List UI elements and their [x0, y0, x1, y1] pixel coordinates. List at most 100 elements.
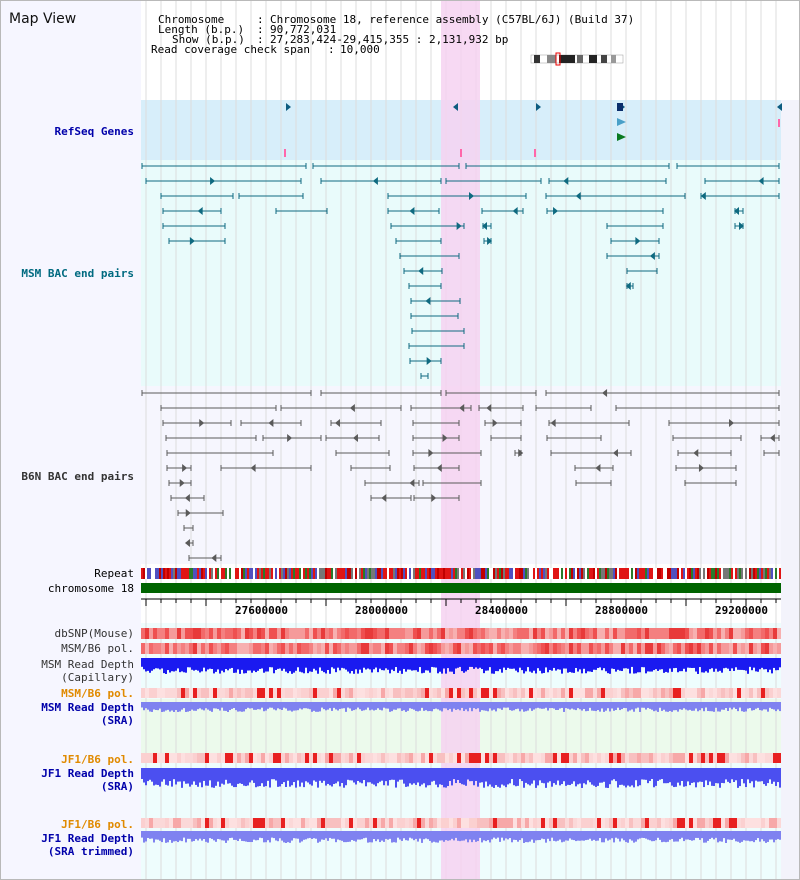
- jf1-b6-pol-cell: [337, 753, 341, 763]
- msm-b6-pol-cell: [313, 643, 317, 654]
- msm-depth-sra-bar: [541, 702, 543, 709]
- msm-b6-pol-cell: [589, 643, 593, 654]
- repeat-segment: [229, 568, 231, 579]
- track-label-jf1-b6-pol-2[interactable]: JF1/B6 pol.: [61, 818, 134, 831]
- msm-depth-sra-bar: [591, 702, 593, 711]
- repeat-segment: [485, 568, 487, 579]
- repeat-segment: [173, 568, 175, 579]
- repeat-segment: [433, 568, 435, 579]
- msm-b6-pol-2-cell: [485, 688, 489, 698]
- colon-sep-3: :: [257, 33, 264, 46]
- msm-b6-pol-cell: [753, 643, 757, 654]
- track-label-msm-bac[interactable]: MSM BAC end pairs: [21, 267, 134, 280]
- msm-b6-pol-cell: [401, 643, 405, 654]
- msm-b6-pol-cell: [329, 643, 333, 654]
- jf1-b6-pol-2-cell: [549, 818, 553, 828]
- msm-depth-sra-bar: [417, 702, 419, 712]
- jf1-depth-trimmed-bar: [525, 831, 527, 843]
- msm-b6-pol-cell: [225, 643, 229, 654]
- msm-b6-pol-2-cell: [581, 688, 585, 698]
- jf1-depth-sra-bar: [227, 768, 229, 784]
- msm-depth-sra-bar: [225, 702, 227, 711]
- msm-b6-pol-2-cell: [381, 688, 385, 698]
- msm-depth-sra-bar: [323, 702, 325, 710]
- jf1-b6-pol-cell: [505, 753, 509, 763]
- track-label-msm-depth-capillary[interactable]: MSM Read Depth: [41, 658, 134, 671]
- repeat-segment: [671, 568, 673, 579]
- track-label-jf1-b6-pol[interactable]: JF1/B6 pol.: [61, 753, 134, 766]
- jf1-b6-pol-cell: [545, 753, 549, 763]
- msm-depth-sra-bar: [517, 702, 519, 709]
- jf1-b6-pol-2-cell: [681, 818, 685, 828]
- jf1-depth-trimmed-bar: [313, 831, 315, 839]
- jf1-depth-trimmed-bar: [259, 831, 261, 838]
- jf1-depth-trimmed-bar: [375, 831, 377, 842]
- jf1-b6-pol-cell: [629, 753, 633, 763]
- msm-b6-pol-2-cell: [317, 688, 321, 698]
- track-label-b6n-bac[interactable]: B6N BAC end pairs: [21, 470, 134, 483]
- jf1-b6-pol-2-cell: [697, 818, 701, 828]
- msm-depth-capillary-bar: [649, 658, 651, 672]
- track-label-msm-b6-pol[interactable]: MSM/B6 pol.: [61, 642, 134, 655]
- msm-depth-capillary-bar: [707, 658, 709, 673]
- msm-b6-pol-2-cell: [265, 688, 269, 698]
- jf1-b6-pol-2-cell: [457, 818, 461, 828]
- jf1-depth-trimmed-bar: [583, 831, 585, 841]
- repeat-segment: [451, 568, 453, 579]
- msm-b6-pol-cell: [701, 643, 705, 654]
- msm-depth-capillary-bar: [689, 658, 691, 668]
- track-label-msm-b6-pol-2[interactable]: MSM/B6 pol.: [61, 687, 134, 700]
- msm-depth-capillary-bar: [235, 658, 237, 673]
- jf1-depth-sra-bar: [523, 768, 525, 788]
- jf1-depth-trimmed-bar: [657, 831, 659, 838]
- jf1-depth-sra-bar: [775, 768, 777, 786]
- repeat-segment: [543, 568, 545, 579]
- msm-depth-capillary-bar: [147, 658, 149, 671]
- repeat-segment: [447, 568, 449, 579]
- track-label-refseq[interactable]: RefSeq Genes: [54, 125, 134, 138]
- track-label-dbsnp[interactable]: dbSNP(Mouse): [54, 627, 134, 640]
- jf1-depth-sra-bar: [565, 768, 567, 786]
- msm-b6-pol-2-cell: [645, 688, 649, 698]
- msm-b6-pol-cell: [465, 643, 469, 654]
- jf1-b6-pol-2-cell: [345, 818, 349, 828]
- msm-depth-capillary-bar: [629, 658, 631, 674]
- track-label-msm-depth-sra[interactable]: MSM Read Depth: [41, 701, 134, 714]
- msm-depth-capillary-bar: [155, 658, 157, 669]
- jf1-b6-pol-cell: [521, 753, 525, 763]
- msm-b6-pol-cell: [425, 643, 429, 654]
- msm-b6-pol-cell: [517, 643, 521, 654]
- dbsnp-cell: [549, 628, 553, 639]
- dbsnp-cell: [357, 628, 361, 639]
- jf1-b6-pol-2-cell: [669, 818, 673, 828]
- msm-depth-capillary-bar: [471, 658, 473, 667]
- track-label-jf1-depth-sra[interactable]: JF1 Read Depth: [41, 767, 134, 780]
- repeat-segment: [601, 568, 603, 579]
- jf1-depth-sra-bar: [765, 768, 767, 786]
- jf1-depth-sra-bar: [763, 768, 765, 785]
- repeat-segment: [321, 568, 323, 579]
- dbsnp-cell: [337, 628, 341, 639]
- jf1-b6-pol-2-cell: [233, 818, 237, 828]
- jf1-depth-sra-bar: [755, 768, 757, 781]
- track-label-jf1-depth-trimmed[interactable]: JF1 Read Depth: [41, 832, 134, 845]
- track-label-repeat[interactable]: Repeat: [94, 567, 134, 580]
- msm-depth-sra-bar: [411, 702, 413, 709]
- jf1-b6-pol-2-cell: [385, 818, 389, 828]
- msm-depth-capillary-bar: [415, 658, 417, 671]
- dbsnp-cell: [537, 628, 541, 639]
- msm-depth-sra-bar: [455, 702, 457, 710]
- jf1-b6-pol-cell: [329, 753, 333, 763]
- msm-b6-pol-2-cell: [321, 688, 325, 698]
- msm-depth-capillary-bar: [463, 658, 465, 673]
- track-label-chromosome[interactable]: chromosome 18: [47, 582, 134, 595]
- repeat-segment: [577, 568, 579, 579]
- msm-depth-capillary-bar: [279, 658, 281, 669]
- msm-depth-capillary-bar: [753, 658, 755, 668]
- repeat-segment: [191, 568, 193, 579]
- jf1-depth-sra-bar: [653, 768, 655, 788]
- msm-b6-pol-2-cell: [457, 688, 461, 698]
- jf1-depth-sra-bar: [383, 768, 385, 786]
- jf1-depth-trimmed-bar: [239, 831, 241, 839]
- msm-depth-sra-bar: [711, 702, 713, 712]
